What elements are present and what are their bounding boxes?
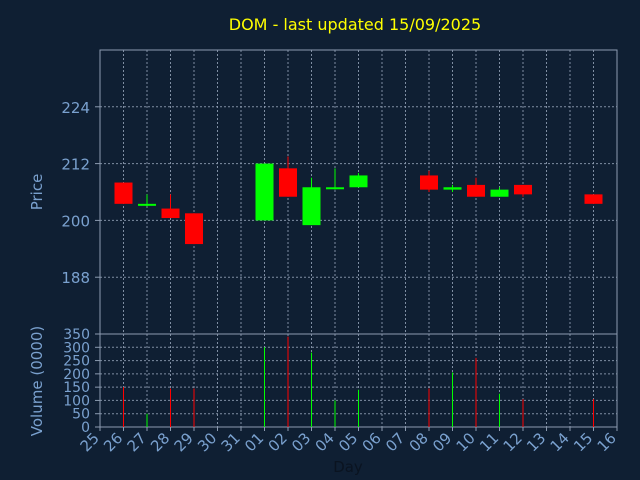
x-tick-label: 12: [500, 429, 526, 455]
volume-tick-label: 200: [63, 367, 90, 383]
volume-tick-label: 150: [63, 380, 90, 396]
x-tick-label: 16: [594, 429, 620, 455]
volume-axis-label: Volume (0000): [28, 326, 46, 436]
x-tick-label: 05: [335, 429, 361, 455]
candle-body: [490, 189, 509, 197]
chart-title: DOM - last updated 15/09/2025: [229, 15, 481, 34]
x-tick-label: 14: [547, 429, 573, 455]
candle-body: [349, 175, 368, 188]
x-tick-label: 30: [194, 429, 220, 455]
candle-body: [138, 203, 156, 206]
x-tick-label: 08: [406, 429, 432, 455]
x-tick-label: 07: [382, 429, 408, 455]
candle-body: [302, 187, 321, 226]
candle-body: [514, 184, 532, 195]
x-tick-label: 26: [100, 429, 126, 455]
volume-tick-label: 100: [63, 393, 90, 409]
x-tick-label: 13: [523, 429, 549, 455]
volume-tick-label: 50: [72, 407, 90, 423]
x-tick-label: 02: [265, 429, 291, 455]
x-tick-label: 10: [453, 429, 479, 455]
candle-body: [443, 187, 462, 190]
volume-tick-label: 350: [63, 327, 90, 343]
volume-panel: 0501001502002503003502526272829303101020…: [63, 327, 620, 455]
volume-tick-label: 300: [63, 340, 90, 356]
candle-body: [161, 208, 180, 219]
candle-body: [326, 187, 344, 190]
x-tick-label: 01: [241, 429, 267, 455]
candle-body: [185, 213, 203, 245]
x-tick-label: 06: [359, 429, 385, 455]
price-tick-label: 188: [61, 269, 90, 287]
x-tick-label: 31: [218, 429, 244, 455]
price-tick-label: 224: [61, 99, 90, 117]
x-tick-label: 09: [429, 429, 455, 455]
x-tick-label: 29: [171, 429, 197, 455]
price-tick-label: 212: [61, 156, 90, 174]
price-tick-label: 200: [61, 212, 90, 230]
price-panel: 188 200 212 224: [61, 49, 618, 335]
x-tick-label: 04: [312, 429, 338, 455]
x-tick-label: 28: [147, 429, 173, 455]
candle-body: [114, 182, 133, 204]
candle-body: [467, 184, 485, 197]
candle-body: [420, 175, 438, 190]
x-tick-label: 03: [288, 429, 314, 455]
candle-body: [255, 163, 274, 221]
x-tick-label: 15: [570, 429, 596, 455]
price-axis-label: Price: [28, 174, 46, 211]
candle-body: [279, 168, 297, 197]
x-tick-label: 27: [124, 429, 150, 455]
volume-tick-label: 250: [63, 354, 90, 370]
volume-tick-label: 0: [81, 420, 90, 436]
x-tick-label: 11: [476, 429, 502, 455]
candle-body: [584, 194, 603, 204]
x-axis-label: Day: [333, 458, 363, 476]
